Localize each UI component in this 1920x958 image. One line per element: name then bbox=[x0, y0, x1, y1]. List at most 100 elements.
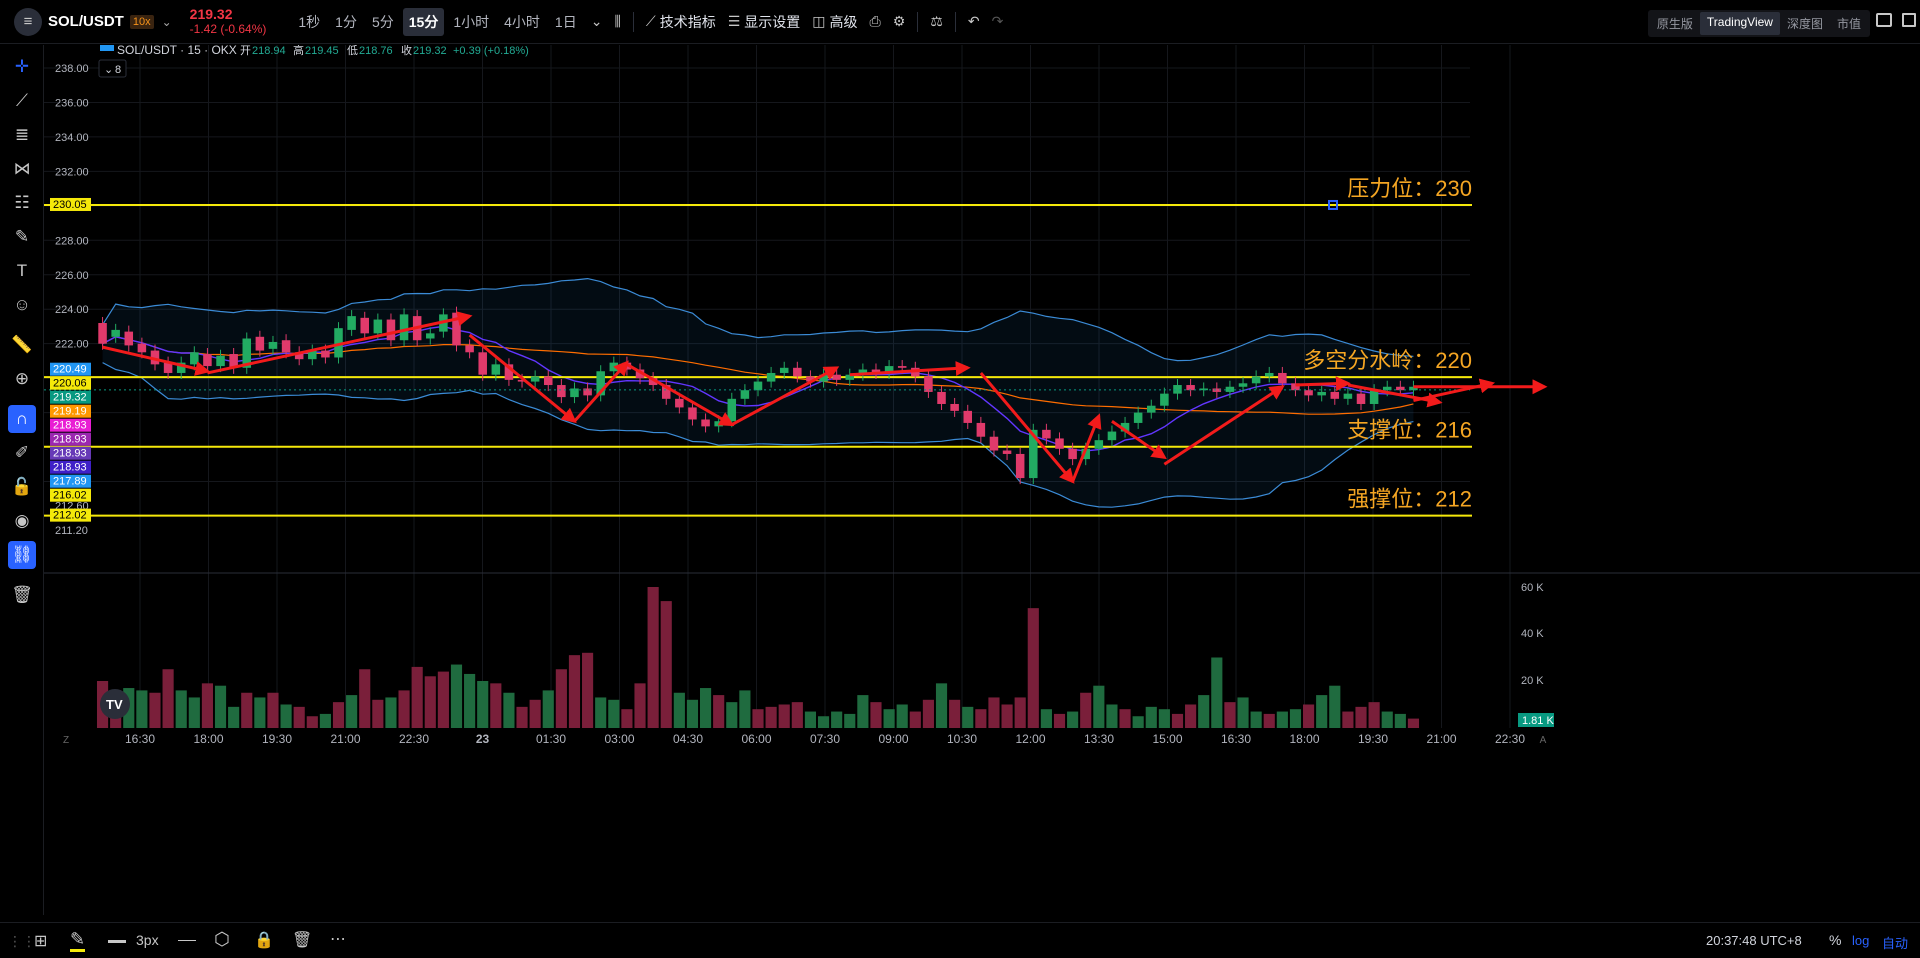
crosshair-icon[interactable]: ✛ bbox=[14, 57, 30, 76]
trend-arrow bbox=[1111, 419, 1167, 460]
candle-body bbox=[137, 343, 147, 353]
volume-bar bbox=[1211, 657, 1223, 728]
redo-icon: ↷ bbox=[991, 13, 1004, 29]
interval-option[interactable]: 4小时 bbox=[504, 13, 540, 30]
advanced-button[interactable]: ◫ 高级 bbox=[812, 12, 857, 32]
line-style-icon[interactable] bbox=[178, 940, 196, 941]
candle-body bbox=[976, 422, 986, 437]
undo-button[interactable]: ↶ bbox=[968, 13, 980, 30]
text-icon[interactable]: T bbox=[16, 261, 28, 280]
trash-icon[interactable]: 🗑 bbox=[292, 932, 313, 949]
view-tab[interactable]: 深度图 bbox=[1786, 17, 1823, 31]
volume-badge-label: 1.81 K bbox=[1522, 715, 1554, 727]
divider bbox=[917, 11, 919, 32]
layout-icon[interactable]: ⊞ bbox=[34, 933, 48, 950]
line-width-value[interactable]: 3px bbox=[136, 932, 159, 948]
candle-body bbox=[543, 376, 553, 386]
drag-handle-icon[interactable]: ⋮⋮ bbox=[8, 933, 36, 949]
snapshot-button[interactable]: ⎙ bbox=[870, 13, 881, 30]
volume-bar bbox=[686, 699, 699, 728]
symbol-name[interactable]: SOL/USDT bbox=[48, 13, 124, 30]
view-tab[interactable]: 市值 bbox=[1836, 17, 1861, 31]
fullscreen-icon[interactable] bbox=[1876, 13, 1892, 27]
candle-body bbox=[1133, 412, 1143, 423]
candle-body bbox=[504, 364, 514, 380]
time-tick-label: 01:30 bbox=[536, 732, 566, 746]
collapse-indicators-button[interactable] bbox=[98, 59, 127, 78]
auto-toggle[interactable]: 自动 bbox=[1882, 936, 1909, 951]
clock-time[interactable]: 20:37:48 UTC+8 bbox=[1706, 933, 1802, 948]
lock-icon[interactable]: 🔒 bbox=[254, 932, 274, 949]
level-label: 支撑位：216 bbox=[1347, 418, 1472, 443]
indicators-button[interactable]: ⟋ 技术指标 bbox=[646, 12, 716, 32]
unlock-icon[interactable]: 🔓 bbox=[11, 477, 33, 496]
candle-body bbox=[1330, 391, 1340, 399]
settings-button[interactable]: ⚙ bbox=[893, 13, 906, 30]
more-icon[interactable]: ⋯ bbox=[330, 931, 346, 948]
candle-body bbox=[98, 323, 107, 344]
redo-button[interactable]: ↷ bbox=[992, 13, 1004, 30]
time-axis[interactable]: 16:30 18:00 19:30 21:00 22:30 23 01:30 03:00 04:… bbox=[63, 732, 1547, 746]
compare-button[interactable]: ⚖ bbox=[930, 13, 943, 30]
chevron-down-icon: ⌄ bbox=[104, 64, 113, 76]
candle-body bbox=[1029, 429, 1038, 479]
interval-option[interactable]: 1小时 bbox=[453, 13, 490, 30]
zoom-icon[interactable]: ⊕ bbox=[14, 369, 30, 388]
volume-bar bbox=[1407, 718, 1420, 728]
volume-bar bbox=[1001, 704, 1013, 728]
candle-type-button[interactable]: ⫼ bbox=[614, 13, 620, 30]
log-toggle[interactable]: log bbox=[1852, 933, 1870, 948]
candle-body bbox=[1317, 391, 1326, 396]
volume-bar bbox=[529, 699, 541, 728]
candle-body bbox=[858, 369, 868, 375]
view-tab[interactable]: TradingView bbox=[1699, 12, 1780, 35]
candle-body bbox=[1356, 393, 1366, 404]
interval-option[interactable]: 5分 bbox=[371, 13, 394, 30]
volume-bar bbox=[909, 711, 921, 728]
percent-toggle[interactable]: % bbox=[1829, 932, 1842, 948]
legend-low-label: 低 bbox=[347, 45, 358, 57]
link-icon[interactable]: ⛓ bbox=[8, 541, 36, 569]
trash-icon[interactable]: 🗑 bbox=[11, 585, 33, 604]
price-tick-label: 232.00 bbox=[55, 166, 89, 178]
magnet-icon[interactable]: ∩ bbox=[8, 405, 36, 433]
display-settings-button[interactable]: ☰ 显示设置 bbox=[728, 12, 801, 32]
volume-bar bbox=[424, 676, 436, 728]
horizontal-lines-icon[interactable]: ≣ bbox=[14, 125, 30, 144]
candle-body bbox=[884, 366, 894, 373]
brush-icon[interactable]: ✎ bbox=[14, 227, 30, 246]
interval-option[interactable]: 1秒 bbox=[298, 13, 321, 30]
ma-line-purple bbox=[102, 325, 1414, 452]
time-tick-label: 04:30 bbox=[673, 732, 703, 746]
volume-bar bbox=[1394, 713, 1406, 728]
window-icon[interactable] bbox=[1902, 13, 1916, 27]
candle-body bbox=[1055, 438, 1064, 449]
lock-drawing-icon[interactable]: ✐ bbox=[14, 443, 30, 462]
time-tick-label: 22:30 bbox=[399, 732, 429, 746]
menu-icon[interactable]: ≡ bbox=[14, 7, 42, 36]
trendline-icon[interactable]: ⟋ bbox=[16, 91, 28, 110]
ruler-icon[interactable]: 📏 bbox=[11, 335, 33, 354]
volume-bar bbox=[660, 601, 672, 728]
pattern-icon[interactable]: ⋈ bbox=[13, 159, 31, 178]
volume-bar bbox=[673, 692, 685, 728]
view-tab[interactable]: 原生版 bbox=[1656, 17, 1693, 31]
settings-hex-icon[interactable]: ⬡ bbox=[214, 929, 230, 949]
volume-bar bbox=[804, 711, 817, 728]
interval-dropdown-icon[interactable]: ⌄ bbox=[590, 13, 603, 29]
eye-icon[interactable]: ◉ bbox=[14, 511, 30, 530]
interval-option[interactable]: 1分 bbox=[335, 13, 357, 30]
volume-bar bbox=[332, 702, 345, 728]
line-width-icon[interactable] bbox=[108, 940, 126, 943]
interval-option[interactable]: 15分 bbox=[402, 7, 445, 36]
pencil-icon[interactable]: ✎ bbox=[70, 929, 86, 952]
emoji-icon[interactable]: ☺ bbox=[13, 295, 31, 314]
volume-bar bbox=[280, 704, 292, 728]
fib-icon[interactable]: ☷ bbox=[14, 193, 30, 212]
okx-logo-icon bbox=[100, 45, 114, 51]
interval-option[interactable]: 1日 bbox=[554, 13, 577, 30]
volume-bar bbox=[516, 706, 528, 728]
interval-selector: 1秒 1分 5分 15分 1小时 4小时 1日 bbox=[292, 7, 582, 36]
chevron-down-icon[interactable]: ⌄ bbox=[161, 14, 172, 29]
